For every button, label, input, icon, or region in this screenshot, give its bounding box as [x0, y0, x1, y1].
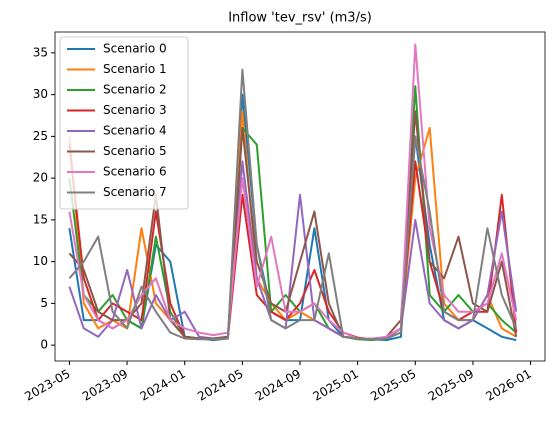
x-tick-label: 2023-09 [80, 367, 130, 404]
x-tick-label: 2023-05 [22, 367, 72, 404]
y-tick-label: 0 [40, 338, 48, 352]
series-line [68, 85, 517, 342]
x-tick-label: 2026-01 [483, 367, 533, 404]
x-tick-label: 2024-01 [138, 367, 188, 404]
chart-title: Inflow 'tev_rsv' (m3/s) [228, 11, 372, 26]
y-tick-label: 15 [33, 212, 48, 226]
legend-label: Scenario 0 [103, 42, 167, 56]
legend-label: Scenario 5 [103, 144, 167, 158]
series-line [68, 68, 518, 341]
legend-box [59, 36, 189, 210]
legend-label: Scenario 3 [103, 103, 167, 117]
x-tick-label: 2025-01 [310, 367, 360, 404]
y-tick-label: 30 [33, 87, 48, 101]
plot-frame [54, 31, 546, 362]
x-tick-label: 2024-09 [253, 367, 303, 404]
y-tick-label: 10 [33, 254, 48, 268]
legend-label: Scenario 7 [103, 185, 167, 199]
x-tick-label: 2024-05 [195, 367, 245, 404]
y-tick-label: 20 [33, 171, 48, 185]
legend-label: Scenario 6 [103, 165, 167, 179]
legend-label: Scenario 2 [103, 83, 167, 97]
series-line [68, 160, 518, 341]
x-tick-label: 2025-05 [368, 367, 418, 404]
legend-label: Scenario 4 [103, 124, 167, 138]
y-tick-label: 5 [40, 296, 48, 310]
legend-label: Scenario 1 [103, 62, 167, 76]
series-line [68, 110, 518, 341]
x-tick-label: 2025-09 [426, 367, 476, 404]
y-tick-label: 25 [33, 129, 48, 143]
y-tick-label: 35 [33, 45, 48, 59]
